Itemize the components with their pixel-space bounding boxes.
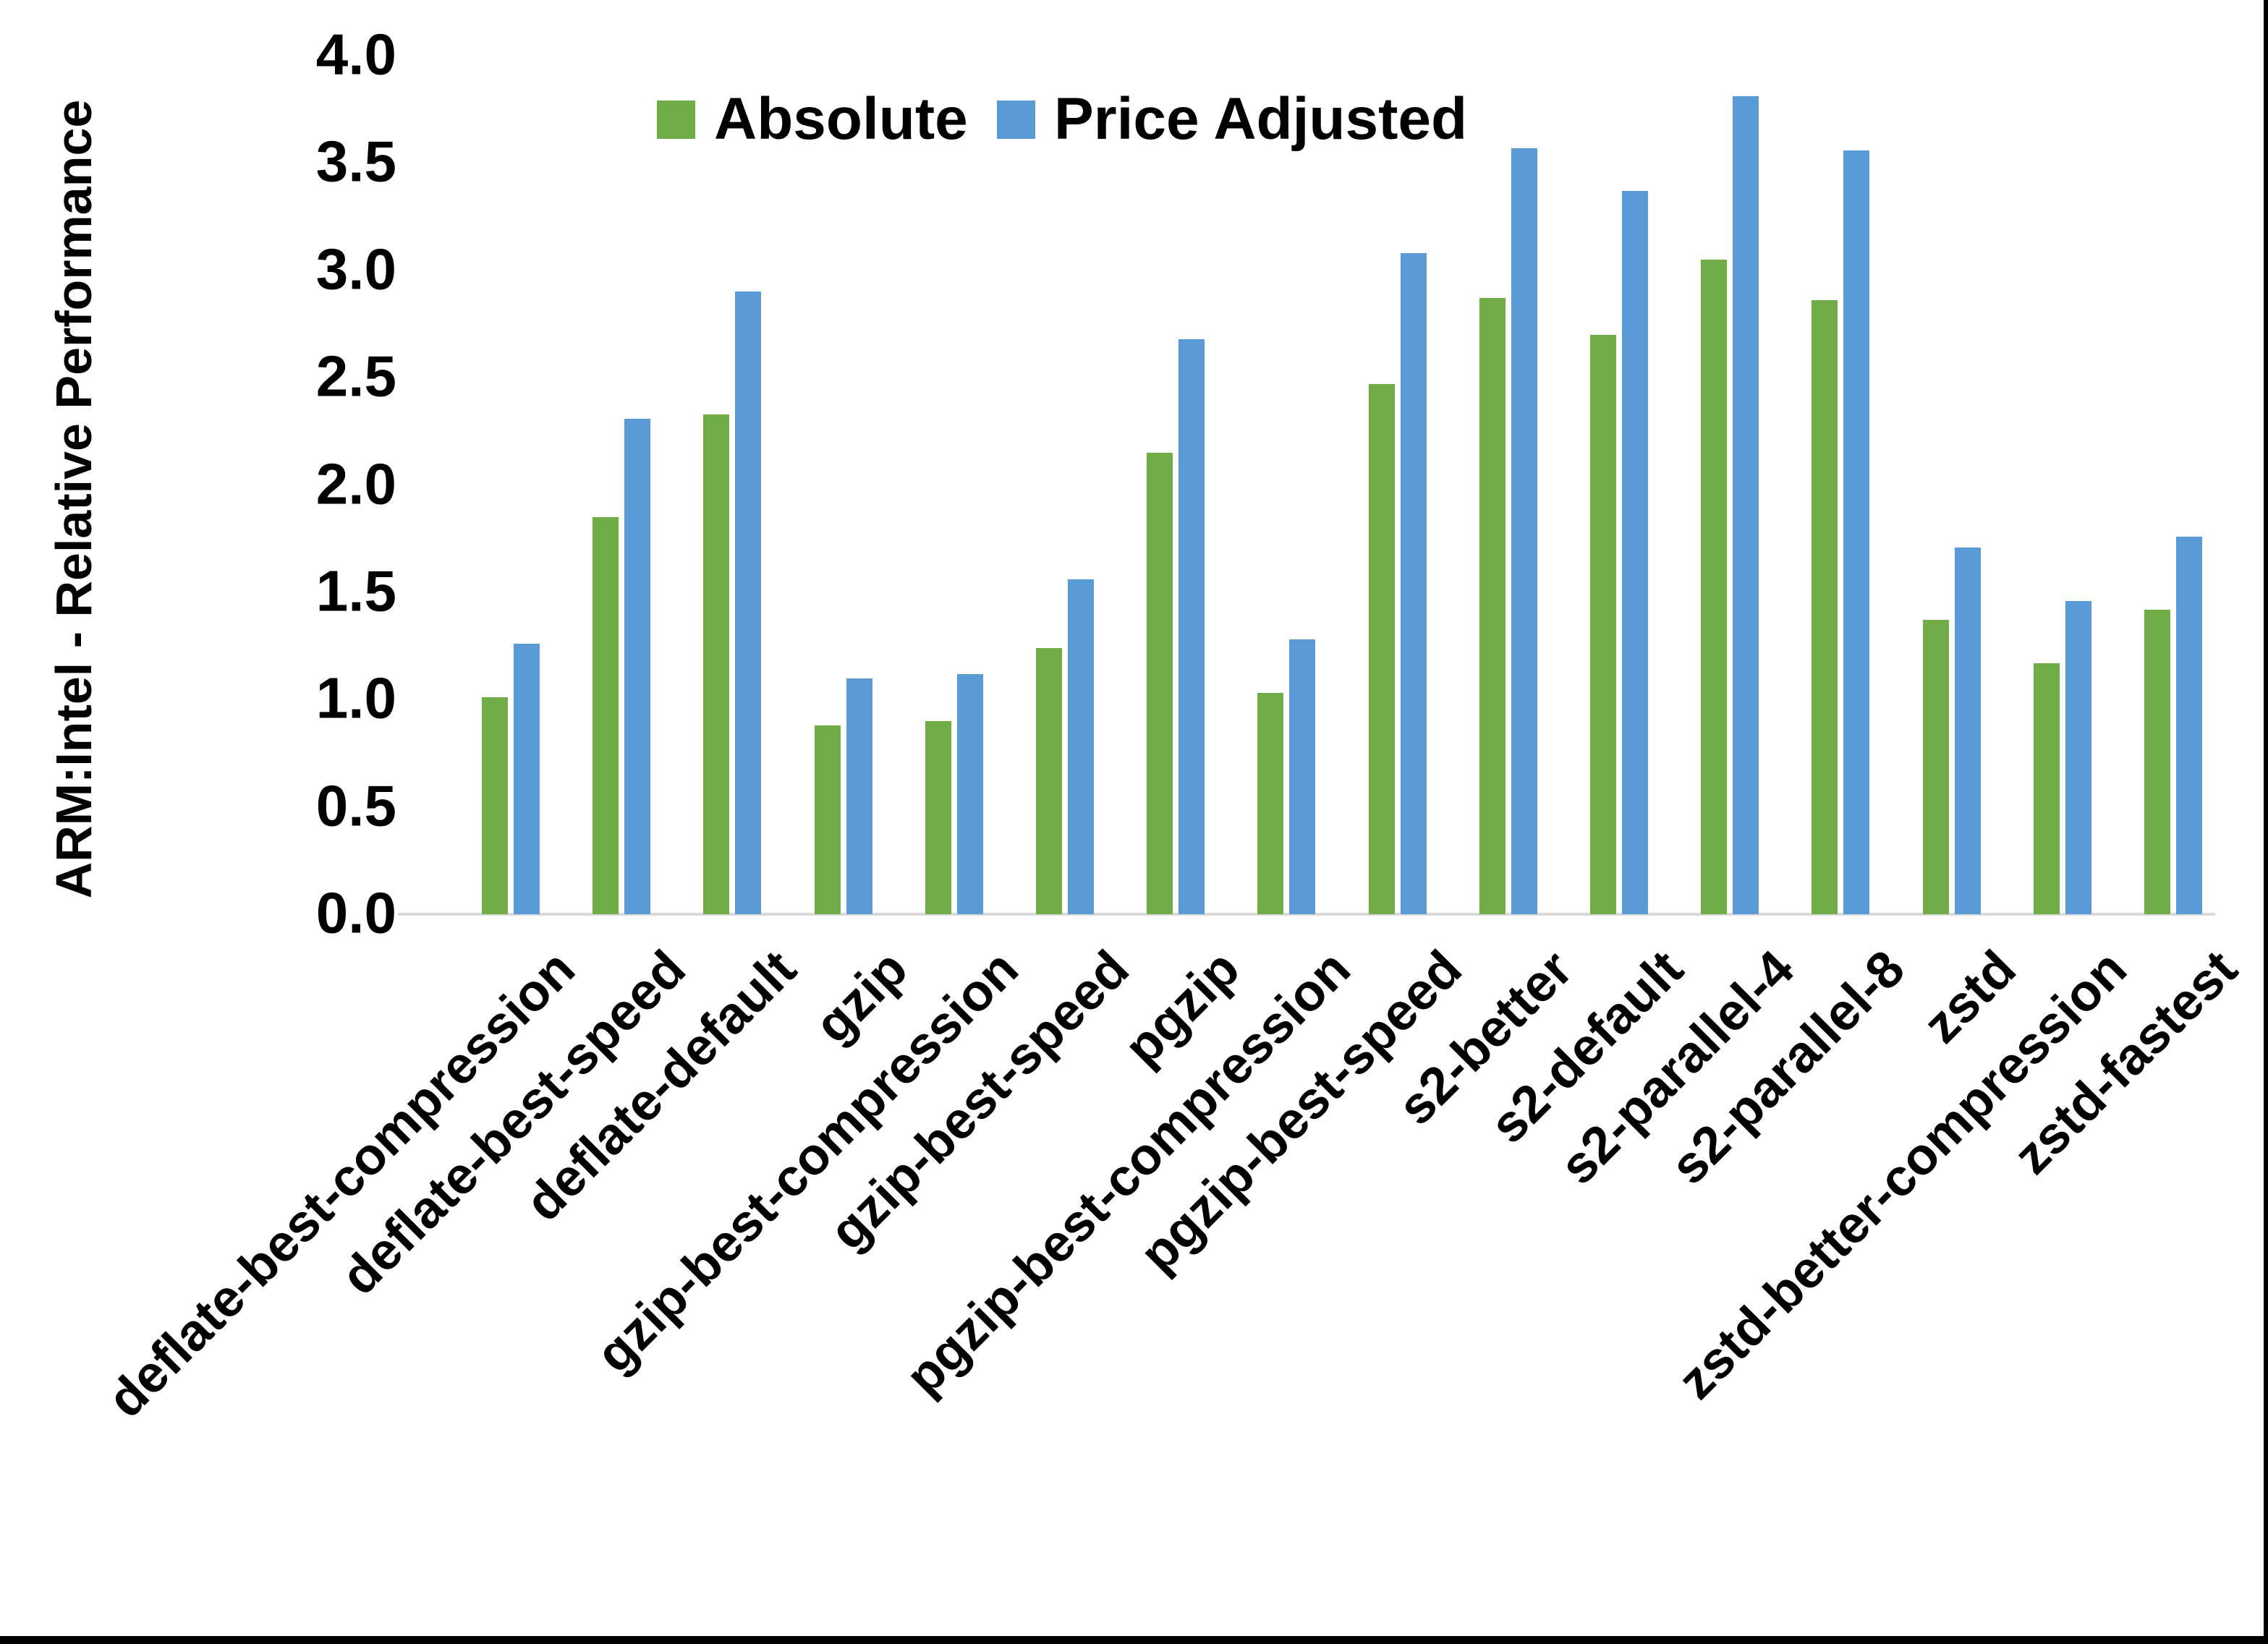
y-tick-label: 0.0 — [315, 880, 396, 945]
x-category-label: deflate-best-compression — [96, 940, 586, 1429]
bar — [1701, 259, 1728, 914]
y-tick-label: 2.0 — [315, 451, 396, 516]
y-tick-label: 0.5 — [315, 773, 396, 838]
bar-group — [703, 291, 762, 914]
bar — [925, 720, 951, 914]
bar-group — [1368, 253, 1427, 914]
bar-group — [1812, 150, 1870, 914]
bar — [624, 418, 651, 914]
legend-label-price-adjusted: Price Adjusted — [1054, 86, 1468, 152]
x-axis-line — [398, 913, 2215, 916]
price-adjusted-swatch-icon — [997, 100, 1035, 139]
bar — [1954, 547, 1981, 914]
bar — [2065, 600, 2091, 914]
bar — [1590, 334, 1616, 914]
bar — [1368, 384, 1395, 914]
bar — [1843, 150, 1870, 914]
y-tick-label: 3.0 — [315, 237, 396, 302]
bar — [814, 725, 841, 914]
bar — [482, 697, 508, 914]
bar-group — [1257, 639, 1316, 914]
bar-group — [2033, 600, 2091, 914]
legend-label-absolute: Absolute — [714, 86, 968, 152]
legend-item-absolute: Absolute — [657, 90, 968, 149]
bar-group — [482, 644, 540, 914]
bar — [1922, 620, 1949, 914]
y-tick-label: 4.0 — [315, 22, 396, 87]
bar — [2033, 663, 2060, 914]
plot-area — [398, 56, 2215, 916]
bar — [1068, 579, 1094, 914]
bar — [1036, 648, 1062, 914]
bar — [1178, 338, 1205, 914]
bar-group — [1701, 96, 1759, 914]
bar-group — [1036, 579, 1094, 914]
bar-group — [1922, 547, 1981, 914]
bar — [1733, 96, 1759, 914]
legend-item-price-adjusted: Price Adjusted — [997, 90, 1467, 149]
bar — [1400, 253, 1427, 914]
bar — [2144, 609, 2170, 914]
bar — [1812, 300, 1838, 914]
bar — [1289, 639, 1316, 914]
y-tick-label: 2.5 — [315, 344, 396, 409]
y-tick-label: 1.0 — [315, 665, 396, 731]
bar — [703, 414, 730, 914]
y-tick-label: 1.5 — [315, 558, 396, 623]
bar — [735, 291, 762, 914]
bar-group — [2144, 536, 2202, 914]
bar — [1147, 453, 1173, 914]
bar — [1479, 298, 1505, 914]
bar — [846, 678, 872, 914]
bar-group — [1590, 190, 1648, 914]
absolute-swatch-icon — [657, 100, 695, 139]
bar — [1257, 693, 1284, 914]
bar — [956, 673, 983, 914]
bar-group — [1479, 148, 1537, 914]
bar — [2176, 536, 2202, 914]
bar — [514, 644, 540, 914]
y-axis-title: ARM:Intel - Relative Performance — [46, 99, 102, 899]
bar-group — [814, 678, 872, 914]
bar — [1622, 190, 1648, 914]
y-tick-label: 3.5 — [315, 129, 396, 194]
bar-group — [925, 673, 983, 914]
bar-group — [1147, 338, 1205, 914]
bar — [1511, 148, 1537, 914]
bar-group — [593, 418, 651, 914]
bar — [593, 517, 619, 914]
